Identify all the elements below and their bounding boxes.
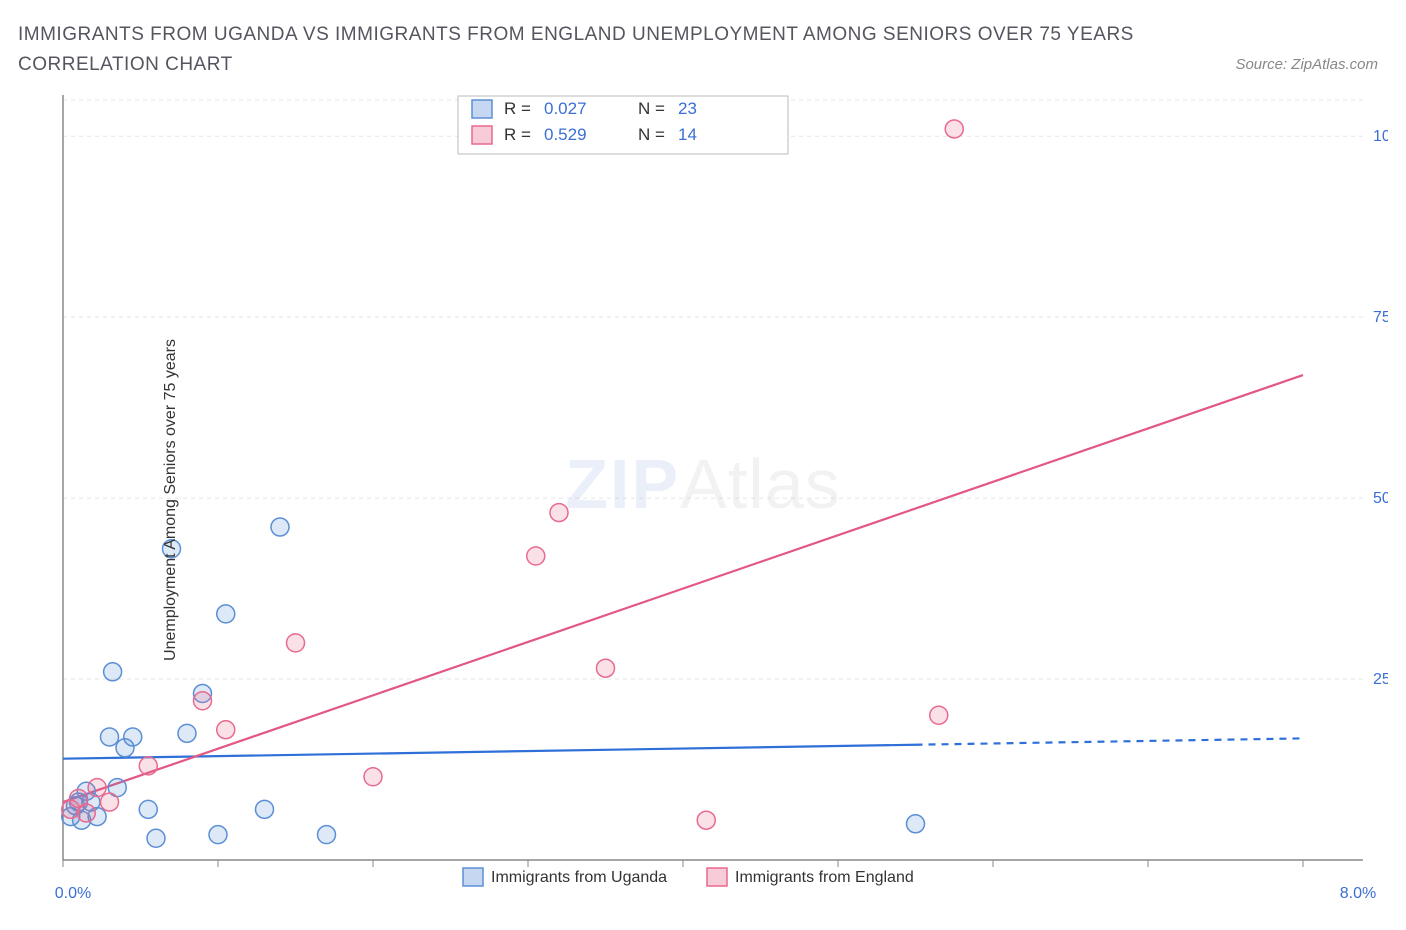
y-tick-label: 25.0% bbox=[1373, 671, 1388, 688]
y-tick-label: 100.0% bbox=[1373, 128, 1388, 145]
trend-line-uganda-dash bbox=[916, 738, 1304, 744]
legend-r-label: R = bbox=[504, 99, 531, 118]
legend-r-label: R = bbox=[504, 125, 531, 144]
legend-n-label: N = bbox=[638, 99, 665, 118]
point-england bbox=[945, 120, 963, 138]
x-tick-label: 0.0% bbox=[55, 885, 91, 902]
bottom-legend-swatch-england bbox=[707, 868, 727, 886]
point-england bbox=[527, 547, 545, 565]
chart-container: Unemployment Among Seniors over 75 years… bbox=[18, 90, 1388, 910]
point-uganda bbox=[104, 663, 122, 681]
point-uganda bbox=[101, 728, 119, 746]
legend-swatch-uganda bbox=[472, 100, 492, 118]
point-england bbox=[550, 504, 568, 522]
legend-n-label: N = bbox=[638, 125, 665, 144]
point-uganda bbox=[217, 605, 235, 623]
point-uganda bbox=[147, 829, 165, 847]
trend-line-uganda bbox=[63, 745, 916, 759]
point-uganda bbox=[907, 815, 925, 833]
trend-line-england bbox=[63, 375, 1303, 802]
point-uganda bbox=[124, 728, 142, 746]
point-uganda bbox=[318, 826, 336, 844]
point-england bbox=[217, 721, 235, 739]
point-england bbox=[139, 757, 157, 775]
y-axis-label: Unemployment Among Seniors over 75 years bbox=[162, 339, 180, 661]
legend-r-value-england: 0.529 bbox=[544, 125, 587, 144]
point-uganda bbox=[139, 800, 157, 818]
legend-r-value-uganda: 0.027 bbox=[544, 99, 587, 118]
scatter-chart: 25.0% 50.0% 75.0% 100.0% 0.0% 8.0% R = 0.027 N … bbox=[18, 90, 1388, 910]
point-england bbox=[88, 779, 106, 797]
legend-n-value-uganda: 23 bbox=[678, 99, 697, 118]
point-england bbox=[194, 692, 212, 710]
point-uganda bbox=[256, 800, 274, 818]
y-tick-label: 50.0% bbox=[1373, 490, 1388, 507]
point-england bbox=[287, 634, 305, 652]
bottom-legend-label-uganda: Immigrants from Uganda bbox=[491, 869, 667, 886]
bottom-legend-label-england: Immigrants from England bbox=[735, 869, 914, 886]
point-england bbox=[697, 811, 715, 829]
legend-n-value-england: 14 bbox=[678, 125, 697, 144]
point-england bbox=[364, 768, 382, 786]
point-england bbox=[930, 706, 948, 724]
source-attribution: Source: ZipAtlas.com bbox=[1235, 56, 1378, 73]
point-uganda bbox=[178, 724, 196, 742]
bottom-legend-swatch-uganda bbox=[463, 868, 483, 886]
chart-title: IMMIGRANTS FROM UGANDA VS IMMIGRANTS FRO… bbox=[18, 20, 1206, 81]
point-england bbox=[101, 793, 119, 811]
legend-swatch-england bbox=[472, 126, 492, 144]
point-uganda bbox=[271, 518, 289, 536]
point-uganda bbox=[209, 826, 227, 844]
point-england bbox=[597, 659, 615, 677]
x-tick-label: 8.0% bbox=[1340, 885, 1376, 902]
point-england bbox=[77, 804, 95, 822]
y-tick-label: 75.0% bbox=[1373, 309, 1388, 326]
